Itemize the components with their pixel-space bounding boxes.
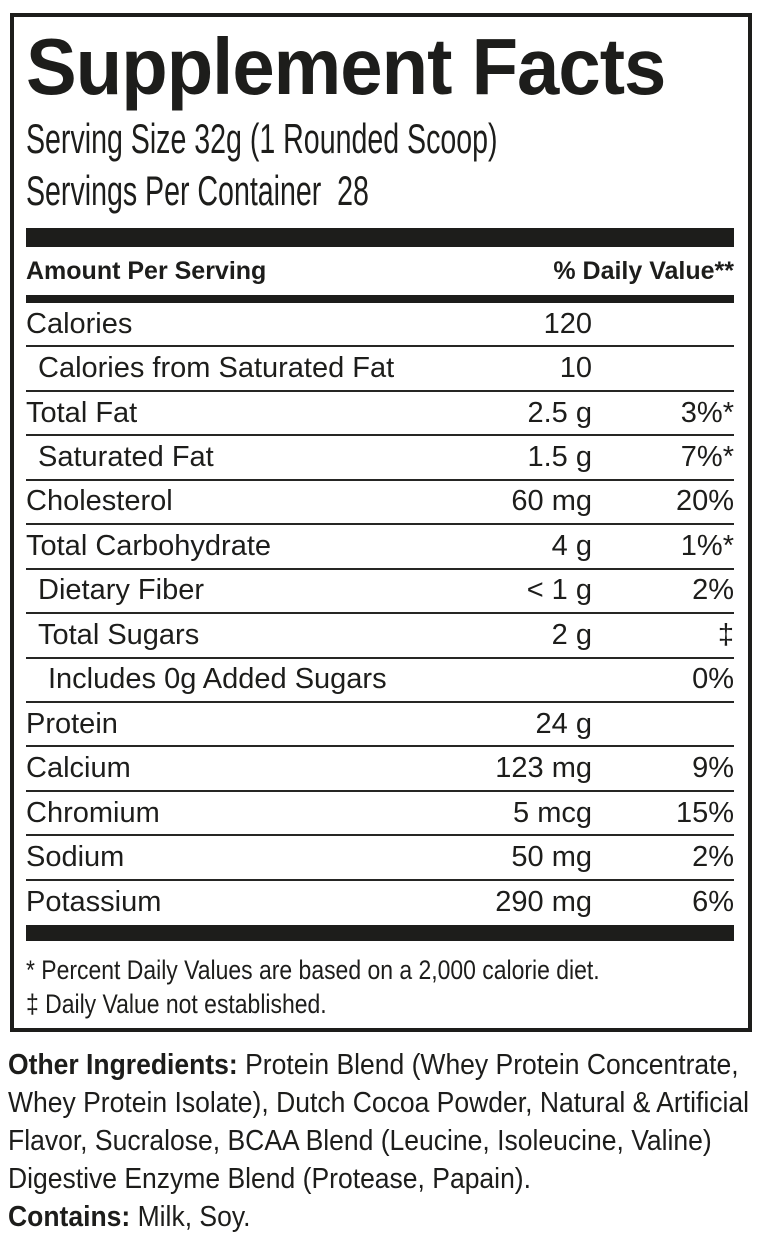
nutrient-amount: 50 mg	[511, 840, 592, 873]
nutrient-amount: 290 mg	[495, 886, 592, 919]
nutrient-daily-value: 3%*	[680, 396, 734, 429]
nutrient-row: Calories 120	[26, 303, 734, 348]
daily-value-header: % Daily Value**	[553, 256, 734, 285]
footnote-line: * Percent Daily Values are based on a 2,…	[26, 955, 600, 986]
nutrient-daily-value: 7%*	[680, 441, 734, 474]
nutrient-name: Total Carbohydrate	[26, 529, 272, 562]
nutrient-name: Saturated Fat	[38, 441, 214, 474]
nutrient-row: Total Sugars 2 g ‡	[26, 614, 734, 659]
medium-divider	[26, 295, 734, 303]
nutrient-amount: 60 mg	[511, 485, 592, 518]
column-header-row: Amount Per Serving % Daily Value**	[26, 247, 734, 295]
other-ingredients-text: Protein Blend (Whey Protein Concentrate,…	[8, 1049, 749, 1195]
nutrient-daily-value: 15%	[675, 796, 734, 829]
other-ingredients-label: Other Ingredients:	[8, 1049, 238, 1081]
nutrient-row: Dietary Fiber < 1 g 2%	[26, 570, 734, 615]
nutrient-daily-value: 9%	[692, 752, 734, 785]
nutrient-row: Total Carbohydrate 4 g 1%*	[26, 525, 734, 570]
nutrient-amount: 1.5 g	[527, 441, 593, 474]
nutrient-daily-value: 0%	[692, 663, 734, 696]
nutrient-amount: 123 mg	[495, 752, 592, 785]
footnote-list: * Percent Daily Values are based on a 2,…	[26, 941, 628, 1021]
nutrient-amount: 4 g	[551, 529, 592, 562]
nutrient-row: Calories from Saturated Fat 10	[26, 347, 734, 392]
footnote-line: ‡ Daily Value not established.	[26, 989, 327, 1020]
nutrient-name: Cholesterol	[26, 485, 173, 518]
nutrient-row: Potassium 290 mg 6%	[26, 881, 734, 925]
nutrient-row: Cholesterol 60 mg 20%	[26, 481, 734, 526]
nutrient-amount: 5 mcg	[513, 796, 592, 829]
nutrient-amount: 24 g	[535, 707, 592, 740]
nutrient-row: Chromium 5 mcg 15%	[26, 792, 734, 837]
panel-title: Supplement Facts	[26, 22, 666, 111]
nutrient-name: Calories from Saturated Fat	[38, 352, 395, 385]
thick-divider-bottom	[26, 925, 734, 942]
nutrient-daily-value: ‡	[717, 618, 734, 651]
supplement-facts-panel: Supplement Facts Serving Size 32g (1 Rou…	[10, 13, 752, 1032]
nutrient-row: Protein 24 g	[26, 703, 734, 748]
contains-paragraph: Contains: Milk, Soy.	[8, 1198, 762, 1235]
nutrient-daily-value: 1%*	[680, 529, 734, 562]
nutrient-name: Includes 0g Added Sugars	[48, 663, 387, 696]
ingredients-block: Other Ingredients: Protein Blend (Whey P…	[8, 1046, 762, 1235]
servings-per-container-line: Servings Per Container 28	[26, 167, 369, 214]
nutrient-name: Sodium	[26, 840, 125, 873]
thick-divider-top	[26, 228, 734, 247]
nutrient-amount: < 1 g	[526, 574, 592, 607]
nutrient-name: Total Fat	[26, 396, 138, 429]
nutrient-name: Chromium	[26, 796, 160, 829]
nutrient-amount: 2 g	[551, 618, 592, 651]
nutrient-row: Calcium 123 mg 9%	[26, 747, 734, 792]
nutrient-amount: 2.5 g	[527, 396, 593, 429]
nutrient-daily-value: 6%	[692, 886, 734, 919]
nutrient-name: Dietary Fiber	[38, 574, 204, 607]
serving-size-line: Serving Size 32g (1 Rounded Scoop)	[26, 115, 498, 162]
nutrient-daily-value: 20%	[675, 485, 734, 518]
nutrient-name: Protein	[26, 707, 118, 740]
other-ingredients-paragraph: Other Ingredients: Protein Blend (Whey P…	[8, 1046, 762, 1198]
nutrient-name: Potassium	[26, 886, 162, 919]
amount-per-serving-header: Amount Per Serving	[26, 256, 267, 285]
nutrient-table: Calories 120 Calories from Saturated Fat…	[26, 303, 734, 925]
nutrient-amount: 120	[543, 307, 592, 340]
contains-label: Contains:	[8, 1201, 131, 1233]
nutrient-row: Total Fat 2.5 g 3%*	[26, 392, 734, 437]
nutrient-daily-value: 2%	[692, 840, 734, 873]
contains-text: Milk, Soy.	[130, 1201, 251, 1233]
nutrient-daily-value: 2%	[692, 574, 734, 607]
nutrient-row: Sodium 50 mg 2%	[26, 836, 734, 881]
nutrient-name: Calcium	[26, 752, 131, 785]
nutrient-row: Saturated Fat 1.5 g 7%*	[26, 436, 734, 481]
nutrient-row: Includes 0g Added Sugars 0%	[26, 659, 734, 703]
nutrient-amount: 10	[559, 352, 592, 385]
nutrient-name: Total Sugars	[38, 618, 200, 651]
nutrient-name: Calories	[26, 307, 133, 340]
